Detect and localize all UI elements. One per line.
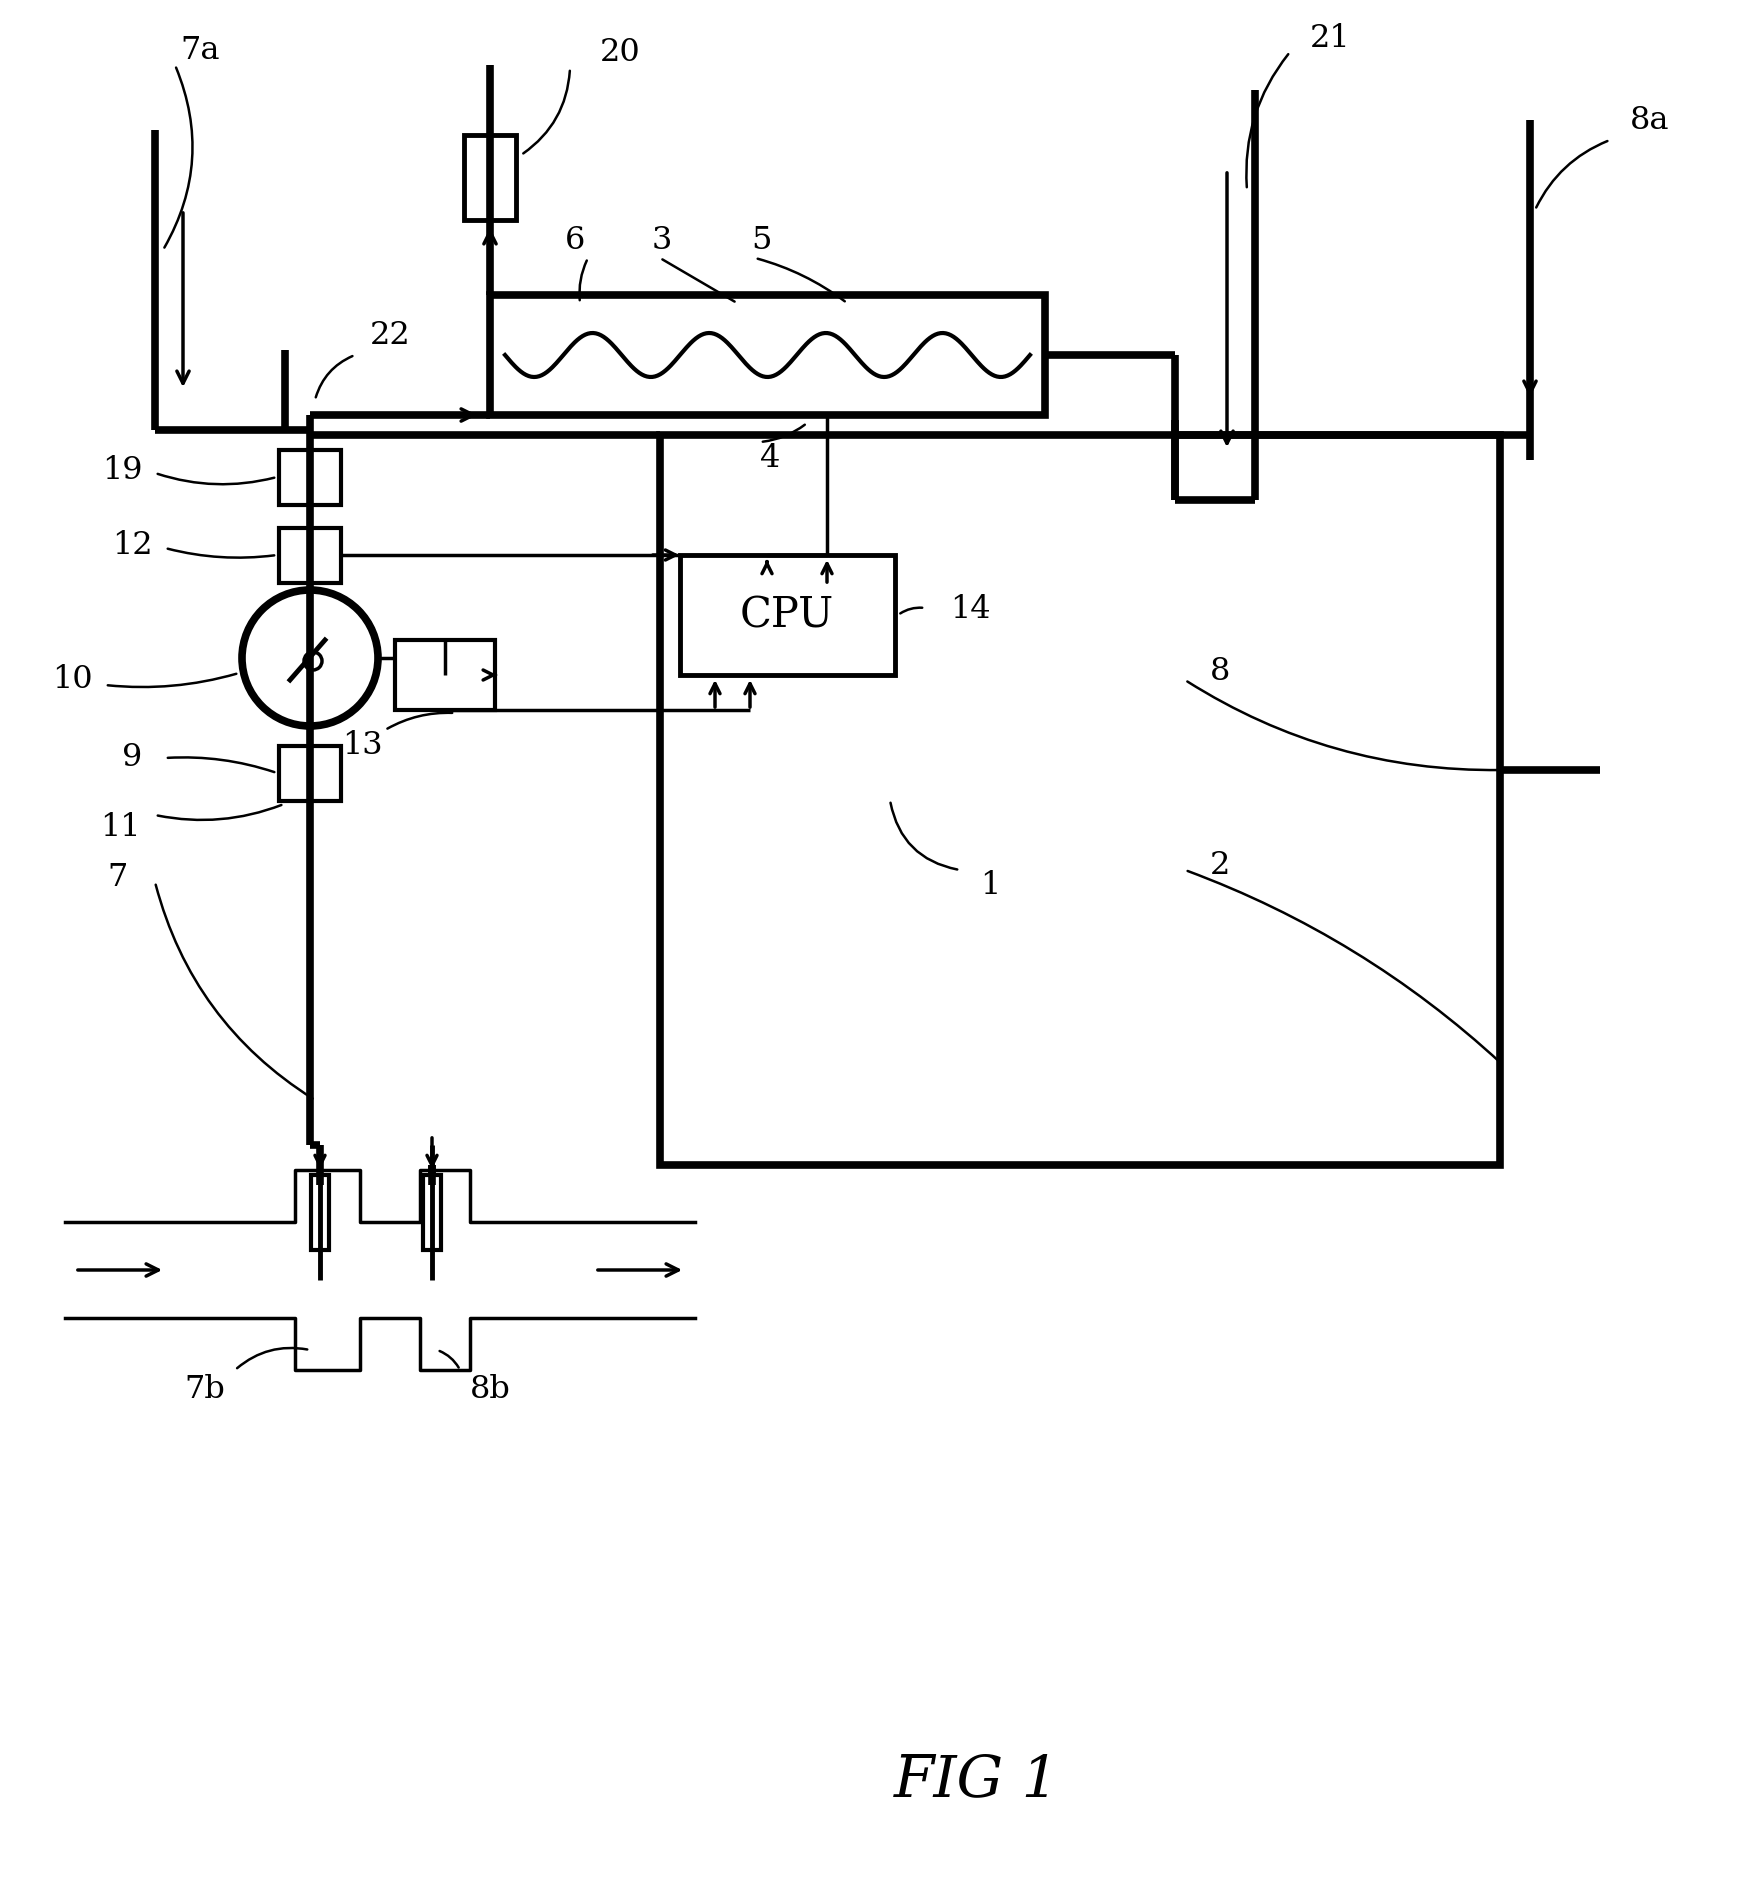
Text: 7a: 7a <box>181 34 219 66</box>
Text: 3: 3 <box>651 224 672 256</box>
Text: 11: 11 <box>100 813 140 844</box>
Text: 12: 12 <box>112 529 153 561</box>
Text: 6: 6 <box>565 224 584 256</box>
Text: 21: 21 <box>1309 23 1350 53</box>
Text: 1: 1 <box>979 870 1000 901</box>
Bar <box>279 449 340 504</box>
Text: 20: 20 <box>600 36 641 68</box>
Text: 22: 22 <box>370 320 411 351</box>
Text: 7: 7 <box>107 861 128 893</box>
Bar <box>660 434 1501 1164</box>
Text: 4: 4 <box>760 442 781 474</box>
Bar <box>463 135 516 220</box>
Text: 9: 9 <box>121 741 142 772</box>
Text: 14: 14 <box>949 595 990 626</box>
Bar <box>490 296 1044 415</box>
Text: 10: 10 <box>51 664 93 696</box>
Text: FIG 1: FIG 1 <box>893 1752 1060 1809</box>
Text: CPU: CPU <box>741 593 834 635</box>
Bar <box>679 556 895 675</box>
Text: 8b: 8b <box>470 1375 511 1405</box>
Bar <box>423 1176 441 1249</box>
Bar <box>279 527 340 582</box>
Text: 8: 8 <box>1209 656 1230 688</box>
Text: 2: 2 <box>1209 849 1230 880</box>
Text: 7b: 7b <box>184 1375 225 1405</box>
Bar <box>311 1176 328 1249</box>
Text: 8a: 8a <box>1630 104 1669 135</box>
Bar <box>395 641 495 709</box>
Text: 5: 5 <box>751 224 772 256</box>
Text: 13: 13 <box>342 730 383 760</box>
Bar <box>279 745 340 800</box>
Text: 19: 19 <box>102 455 142 485</box>
